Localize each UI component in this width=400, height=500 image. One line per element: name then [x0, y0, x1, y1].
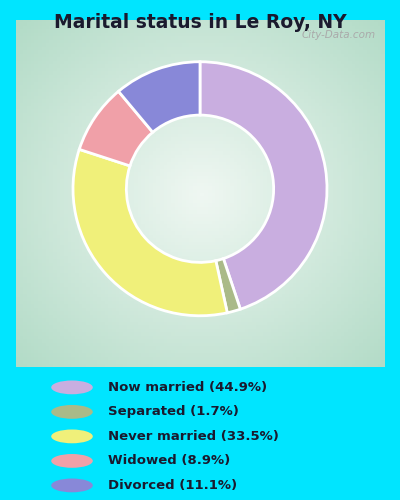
- Text: Widowed (8.9%): Widowed (8.9%): [108, 454, 230, 468]
- Text: City-Data.com: City-Data.com: [302, 30, 376, 40]
- Circle shape: [51, 380, 93, 394]
- Circle shape: [51, 430, 93, 444]
- Circle shape: [51, 454, 93, 468]
- Wedge shape: [73, 150, 227, 316]
- Text: Marital status in Le Roy, NY: Marital status in Le Roy, NY: [54, 12, 346, 32]
- Text: Divorced (11.1%): Divorced (11.1%): [108, 479, 237, 492]
- Text: Separated (1.7%): Separated (1.7%): [108, 406, 239, 418]
- Wedge shape: [118, 62, 200, 132]
- Wedge shape: [216, 258, 240, 313]
- Circle shape: [51, 405, 93, 419]
- Circle shape: [51, 478, 93, 492]
- Wedge shape: [79, 92, 153, 166]
- Text: Now married (44.9%): Now married (44.9%): [108, 381, 267, 394]
- Text: Never married (33.5%): Never married (33.5%): [108, 430, 279, 443]
- Wedge shape: [200, 62, 327, 309]
